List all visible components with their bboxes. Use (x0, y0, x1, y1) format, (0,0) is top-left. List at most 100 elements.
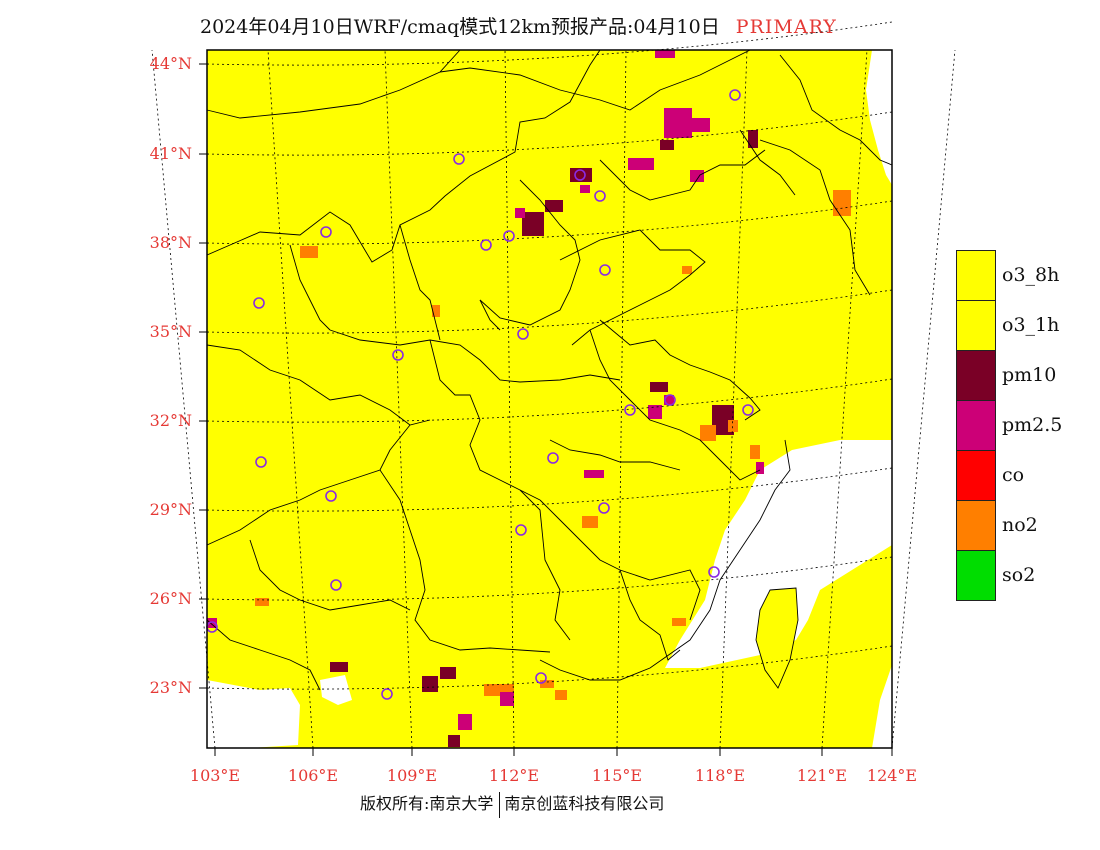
longitude-label: 112°E (488, 766, 540, 785)
boundary-line (206, 344, 431, 426)
city-station-marker (664, 394, 676, 406)
latitude-label: 38°N (149, 233, 192, 252)
city-station-marker (729, 89, 741, 101)
city-station-marker (742, 404, 754, 416)
city-station-marker (503, 230, 515, 242)
boundary-line (479, 179, 581, 326)
lat-lon-grid (151, 21, 956, 749)
city-station-marker (325, 490, 337, 502)
legend-swatch (956, 300, 996, 350)
boundary-line (206, 619, 321, 691)
pollutant-patch (432, 305, 440, 317)
pollutant-patch (448, 735, 460, 747)
city-station-marker (453, 153, 465, 165)
sea-area (665, 440, 892, 668)
legend-item: so2 (956, 550, 1096, 601)
parallel-line (206, 200, 893, 245)
boundary-line (759, 139, 871, 296)
legend-label: pm2.5 (1002, 414, 1063, 436)
parallel-line (206, 556, 893, 601)
pollutant-patch (700, 425, 716, 441)
map-title-text: 2024年04月10日WRF/cmaq模式12km预报产品:04月10日 (200, 16, 720, 38)
latitude-label: 32°N (149, 411, 192, 430)
pollutant-patch (330, 662, 348, 672)
meridian-line (151, 49, 216, 749)
pollutant-patch (690, 170, 704, 182)
pollutant-patch (664, 108, 692, 138)
city-station-marker (598, 502, 610, 514)
legend-label: pm10 (1002, 364, 1057, 386)
city-station-marker (330, 579, 342, 591)
boundary-line (559, 229, 706, 346)
boundary-line (249, 539, 411, 611)
meridian-line (616, 49, 627, 749)
sea-area (207, 680, 300, 748)
latitude-label: 35°N (149, 322, 192, 341)
legend-label: co (1002, 464, 1025, 486)
pollutant-patch (628, 158, 654, 170)
pollutant-patch (584, 470, 604, 478)
boundary-line (779, 54, 893, 166)
pollutant-patch (582, 516, 598, 528)
copyright-footer: 版权所有:南京大学 南京创蓝科技有限公司 (360, 790, 664, 818)
boundary-line (599, 149, 766, 201)
longitude-label: 118°E (694, 766, 746, 785)
legend-swatch (956, 250, 996, 300)
meridian-line (267, 49, 314, 749)
longitude-label: 124°E (866, 766, 918, 785)
boundary-line (479, 299, 501, 331)
city-station-marker (517, 328, 529, 340)
pollutant-fill-layer (207, 50, 892, 748)
parallel-line (206, 289, 893, 334)
city-station-marker (320, 226, 332, 238)
axis-ticks (199, 63, 893, 756)
legend-item: no2 (956, 500, 1096, 550)
pollutant-patch (750, 445, 760, 459)
boundary-line (549, 439, 681, 471)
city-station-marker (594, 190, 606, 202)
city-station-marker (253, 297, 265, 309)
boundary-line (329, 329, 621, 383)
map-title: 2024年04月10日WRF/cmaq模式12km预报产品:04月10日 PRI… (200, 12, 837, 39)
pollutant-patch (522, 212, 544, 236)
legend-item: co (956, 450, 1096, 500)
pollutant-patch (833, 190, 851, 216)
pollutant-patch (555, 690, 567, 700)
pollutant-patch (422, 676, 438, 692)
boundary-line (619, 569, 681, 661)
longitude-label: 121°E (796, 766, 848, 785)
pollutant-patch (540, 680, 554, 688)
city-station-marker (547, 452, 559, 464)
pollutant-patch (458, 714, 472, 730)
latitude-label: 29°N (149, 500, 192, 519)
legend-label: o3_8h (1002, 264, 1060, 286)
boundary-line (739, 129, 796, 196)
boundary-line (289, 244, 331, 331)
city-station-marker (515, 524, 527, 536)
pollutant-patch (650, 382, 668, 392)
pollutant-patch (672, 618, 686, 626)
legend-item: pm2.5 (956, 400, 1096, 450)
sea-area (866, 50, 892, 185)
sea-area (872, 665, 892, 748)
pollutant-patch (664, 395, 674, 405)
city-station-marker (480, 239, 492, 251)
longitude-label: 115°E (591, 766, 643, 785)
province-boundaries (206, 49, 893, 691)
pollutant-patch (255, 598, 269, 606)
pollutant-patch (580, 185, 590, 193)
pollutant-patch (207, 618, 217, 628)
city-station-marker (255, 456, 267, 468)
pollutant-patch (545, 200, 563, 212)
latitude-label: 41°N (149, 144, 192, 163)
city-station-marker (381, 688, 393, 700)
pollutant-patch (655, 50, 675, 58)
legend-label: no2 (1002, 514, 1038, 536)
parallel-line (206, 21, 893, 66)
primary-pollutant-tag: PRIMARY (735, 16, 837, 38)
legend-label: o3_1h (1002, 314, 1060, 336)
sea-area (320, 675, 352, 705)
meridian-line (821, 49, 868, 749)
